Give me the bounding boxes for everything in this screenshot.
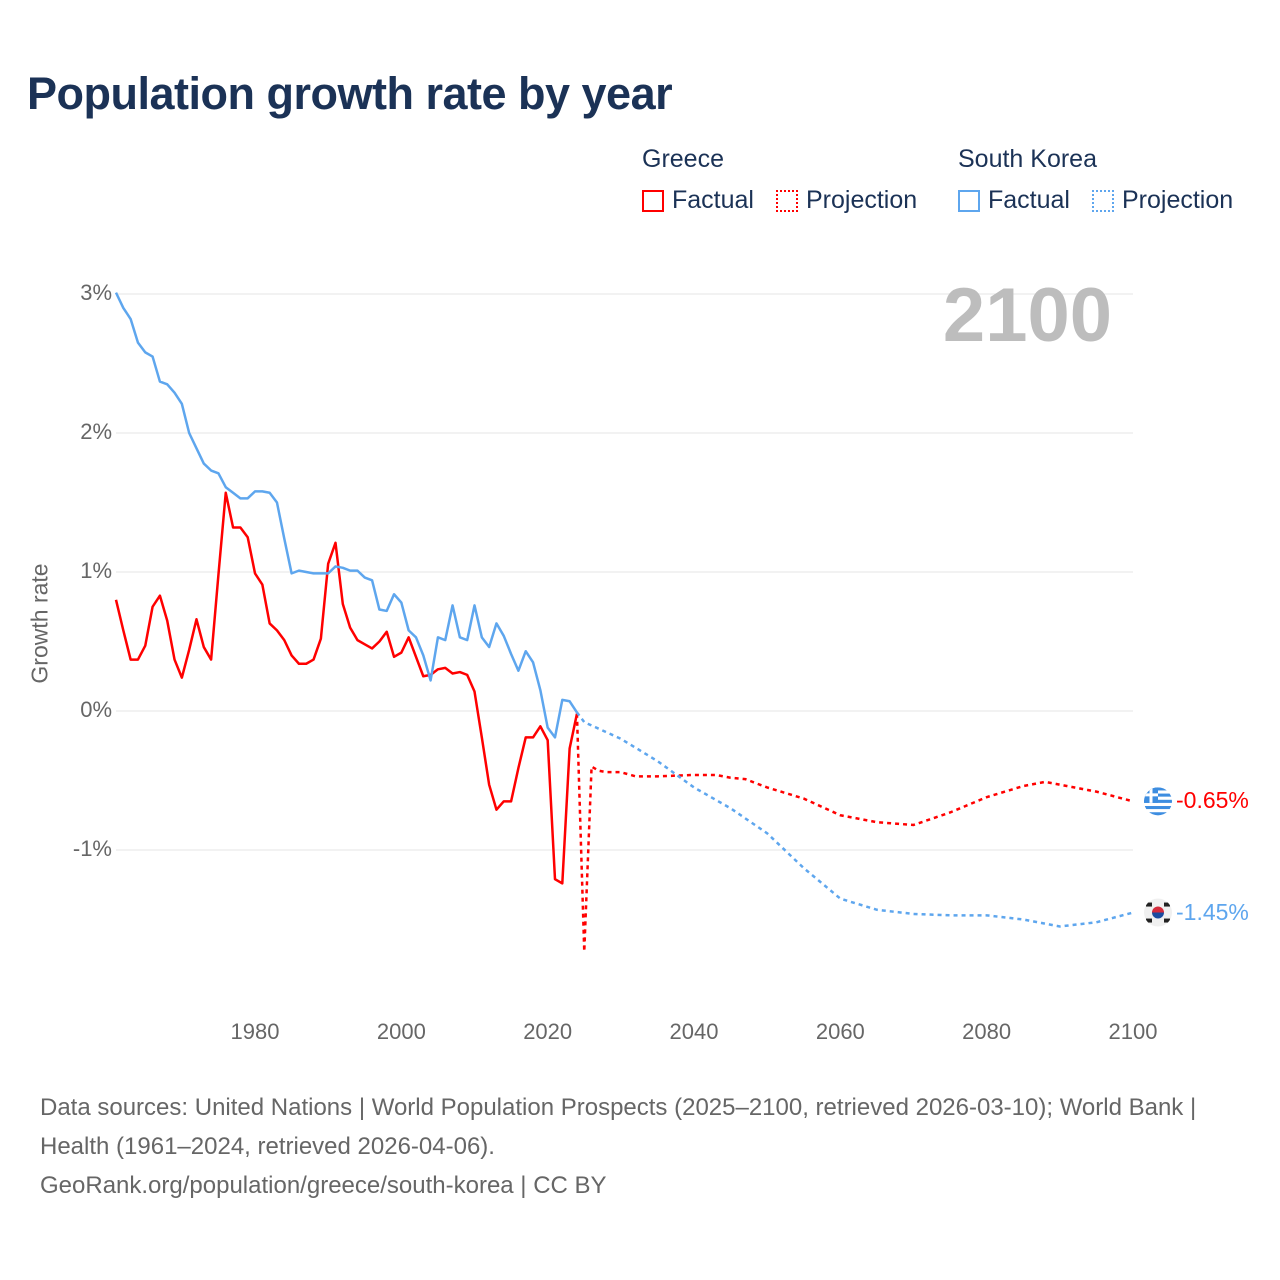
series-factual-south-korea xyxy=(114,292,578,739)
end-value-label: -1.45% xyxy=(1176,898,1249,925)
legend-swatch-dotted xyxy=(776,189,798,212)
x-tick-label: 2000 xyxy=(376,1019,426,1044)
legend-label: Factual xyxy=(988,186,1070,214)
legend-greece-factual[interactable]: Factual xyxy=(642,186,754,215)
legend-group-greece: Greece xyxy=(642,145,724,173)
legend-label: Projection xyxy=(1122,186,1234,214)
current-year-label: 2100 xyxy=(942,273,1112,358)
y-tick-label: 1% xyxy=(80,558,112,583)
legend-swatch-solid xyxy=(958,189,980,212)
credit-link[interactable]: GeoRank.org/population/greece/south-kore… xyxy=(40,1172,607,1199)
greece-flag-icon xyxy=(1144,787,1172,816)
footer: Data sources: United Nations | World Pop… xyxy=(40,1088,1240,1205)
legend-label: Factual xyxy=(672,186,754,214)
legend-group-south-korea: South Korea xyxy=(958,145,1097,173)
end-value-label: -0.65% xyxy=(1176,787,1249,814)
y-tick-label: -1% xyxy=(72,836,112,861)
x-tick-label: 1980 xyxy=(230,1019,280,1044)
series-projection-south-korea xyxy=(575,711,1134,928)
legend-korea-factual[interactable]: Factual xyxy=(958,186,1070,215)
legend-label: Projection xyxy=(806,186,918,214)
x-tick-label: 2060 xyxy=(815,1019,865,1044)
y-tick-label: 2% xyxy=(80,419,112,444)
series-factual-greece xyxy=(114,491,579,885)
legend-korea-projection[interactable]: Projection xyxy=(1092,186,1233,215)
legend-swatch-dotted xyxy=(1092,189,1114,212)
y-tick-label: 3% xyxy=(80,280,112,305)
x-tick-label: 2020 xyxy=(523,1019,573,1044)
legend-greece-projection[interactable]: Projection xyxy=(776,186,917,215)
x-tick-label: 2040 xyxy=(669,1019,719,1044)
chart-title: Population growth rate by year xyxy=(27,68,673,119)
series-projection-greece xyxy=(575,713,1134,952)
y-tick-label: 0% xyxy=(80,697,112,722)
south-korea-flag-icon xyxy=(1144,898,1172,927)
legend-swatch-solid xyxy=(642,189,664,212)
x-tick-label: 2100 xyxy=(1108,1019,1158,1044)
x-tick-label: 2080 xyxy=(962,1019,1012,1044)
data-sources: Data sources: United Nations | World Pop… xyxy=(40,1094,1197,1160)
